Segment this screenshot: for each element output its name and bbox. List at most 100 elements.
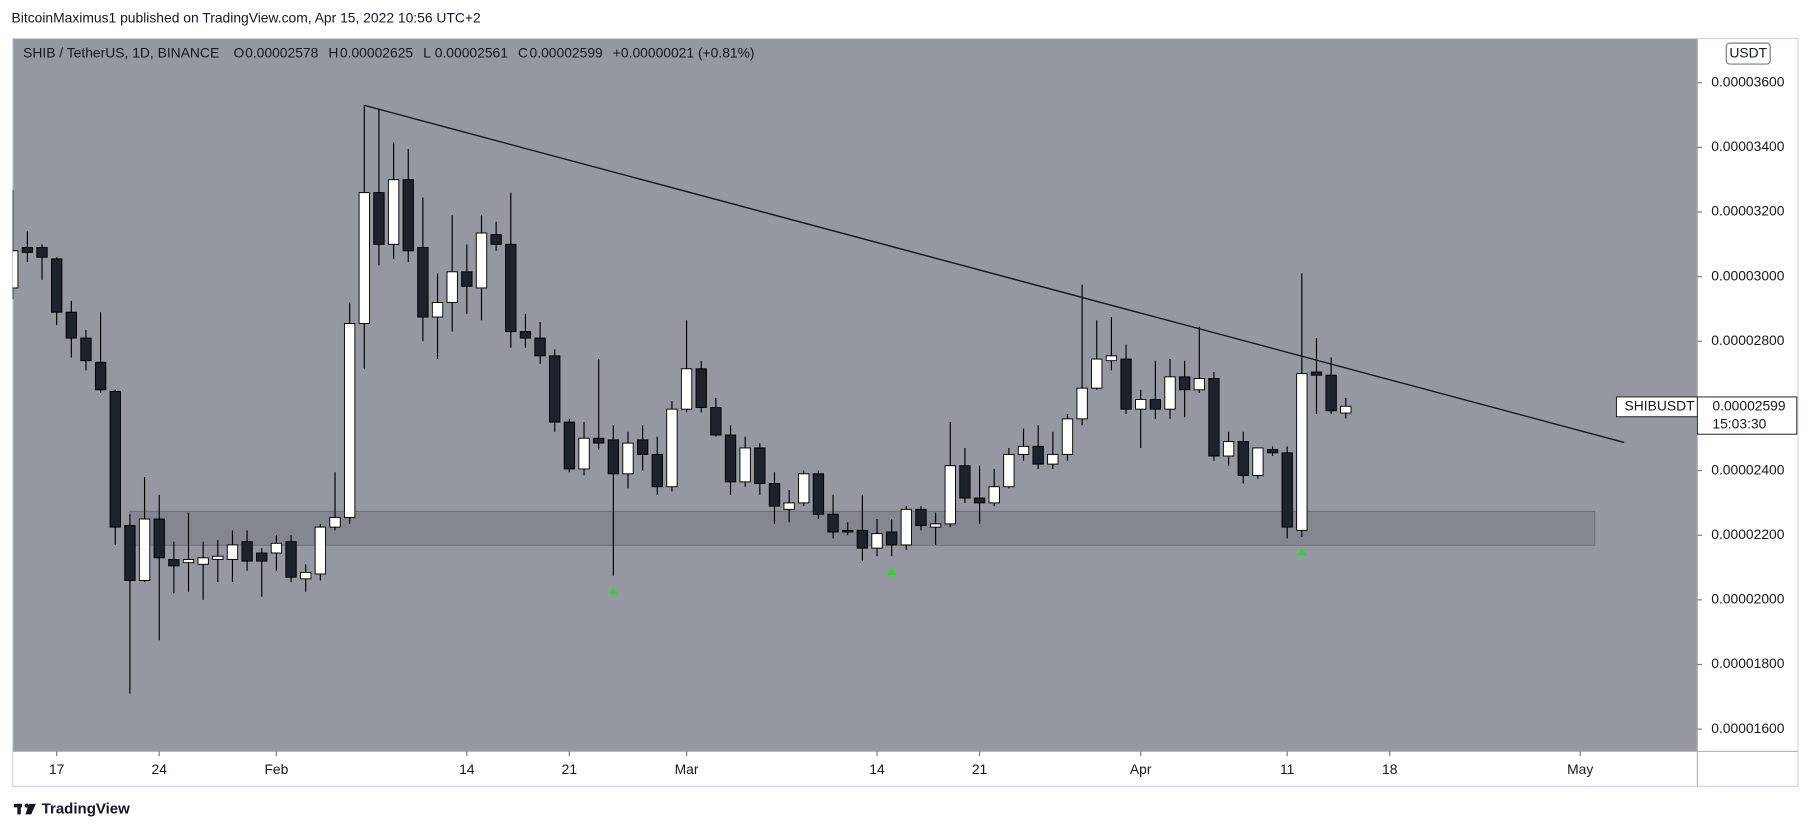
legend-symbol: SHIB / TetherUS, 1D, BINANCE [23, 44, 219, 60]
frame [12, 37, 1799, 787]
candle-body [739, 447, 751, 483]
x-tick-label: Feb [264, 761, 288, 777]
candle-body [724, 434, 737, 483]
candle-body [1003, 453, 1015, 488]
candle-body [212, 555, 224, 560]
publisher-line: BitcoinMaximus1 published on TradingView… [12, 9, 481, 25]
candle-body [856, 529, 869, 549]
candle-body [256, 552, 268, 562]
candle-body [593, 437, 605, 444]
y-tick-label: 0.00003400 [1711, 138, 1784, 154]
candle-body [36, 247, 48, 258]
marker [1297, 548, 1307, 556]
price-label: 0.00002599 [1712, 397, 1785, 413]
x-tick-label: 21 [972, 761, 988, 777]
candle-body [636, 439, 649, 455]
candle-body [490, 234, 502, 245]
candle-body [842, 529, 854, 533]
candle-body [21, 247, 34, 253]
candle-body [519, 331, 532, 339]
candle-body [915, 508, 927, 526]
legend-value: 0.00002625 [340, 44, 413, 60]
candle-body [182, 558, 195, 564]
logo-stem [17, 803, 21, 815]
overlay: SHIBUSDT 0.00002599 15:03:30 [1615, 396, 1798, 435]
legend-value: 0.00002561 [435, 44, 508, 60]
candle-body [168, 558, 180, 567]
candle-body [1091, 358, 1103, 389]
x-tick-label: 24 [152, 761, 168, 777]
candle-body [65, 311, 77, 339]
x-tick-label: May [1567, 761, 1593, 777]
candle-body [446, 271, 458, 303]
x-tick-label: Mar [675, 761, 699, 777]
price-label-box [1696, 396, 1798, 435]
candle-body [1193, 377, 1205, 391]
candle-body [1222, 441, 1235, 457]
plot [12, 104, 1625, 694]
candle-body [988, 486, 1000, 504]
x-tick-label: 14 [869, 761, 885, 777]
candle-body [754, 447, 766, 484]
candle-body [1340, 405, 1352, 414]
y-tick-label: 0.00002000 [1711, 590, 1784, 606]
candle-body [871, 533, 883, 549]
candle-body [1032, 445, 1044, 465]
candle-body [549, 355, 561, 423]
candle-body [1208, 377, 1220, 457]
symbol-label: SHIBUSDT [1625, 397, 1696, 413]
trendline [364, 104, 1625, 444]
candle-body [153, 518, 165, 559]
candle-body [358, 192, 370, 324]
candle-body [710, 407, 722, 436]
candle-body [798, 473, 810, 504]
candle-body [973, 497, 986, 504]
candle-body [226, 544, 239, 560]
candle-body [94, 361, 107, 391]
candle-body [1296, 373, 1308, 531]
candle-body [1237, 441, 1249, 476]
candle-body [783, 502, 795, 510]
currency: USDT [1729, 44, 1767, 60]
x-tick-label: Apr [1130, 761, 1152, 777]
candle-body [1076, 387, 1088, 420]
candle-body [622, 442, 634, 475]
legend-value: 0.00002599 [530, 44, 603, 60]
candle-body [1164, 376, 1176, 410]
legend-field: C [518, 44, 528, 60]
legend-field: H [328, 44, 338, 60]
candle-body [505, 243, 517, 333]
currency-box [1725, 42, 1771, 65]
candle-body [1135, 399, 1147, 410]
candle-body [109, 390, 121, 528]
plot-background [12, 38, 1698, 752]
y-tick-label: 0.00003000 [1711, 267, 1784, 283]
candle-body [1061, 418, 1074, 455]
candle-body [1178, 376, 1191, 391]
candle-body [534, 337, 546, 357]
candle-body [959, 465, 971, 499]
candle-body [387, 179, 400, 245]
candle-body [651, 453, 663, 488]
candle-body [12, 250, 19, 289]
candle-body [1017, 445, 1030, 455]
candle-body [138, 518, 151, 581]
candle-body [1281, 452, 1293, 528]
candle-body [578, 437, 590, 470]
x-tick-label: 11 [1280, 761, 1295, 777]
logo-dot [24, 803, 29, 808]
marker [608, 587, 618, 595]
candle-body [343, 323, 356, 518]
candle-body [285, 541, 297, 578]
y-tick-label: 0.00001800 [1711, 655, 1784, 671]
candle-body [680, 368, 693, 410]
candle-body [1252, 447, 1264, 476]
brand-logo [13, 803, 36, 815]
candle-body [900, 508, 912, 546]
candle-body [475, 232, 488, 289]
candle-body [607, 439, 620, 475]
legend-field: L [423, 44, 431, 60]
candle-body [241, 541, 253, 562]
candle-body [461, 271, 473, 287]
